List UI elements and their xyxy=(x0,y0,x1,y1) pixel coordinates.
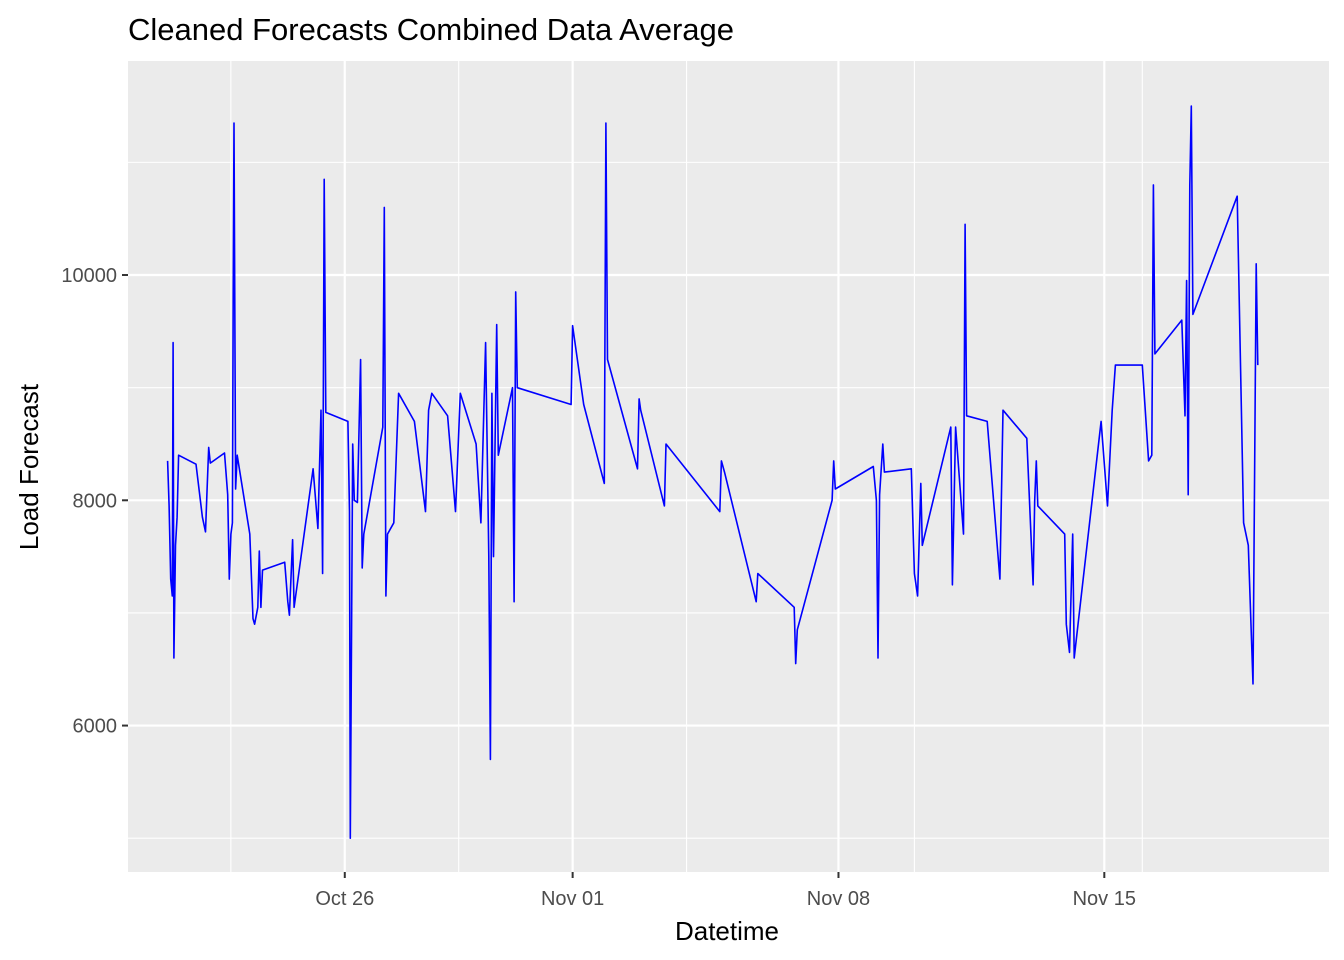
y-tick-label: 8000 xyxy=(73,490,118,512)
minor-gridlines xyxy=(128,61,1329,872)
series-layer xyxy=(166,105,1259,840)
y-axis-title: Load Forecast xyxy=(14,383,44,550)
y-tick-label: 6000 xyxy=(73,716,118,738)
x-tick-label: Nov 15 xyxy=(1073,888,1136,910)
y-tick-label: 10000 xyxy=(61,265,117,287)
series-line xyxy=(166,105,1259,840)
chart-title: Cleaned Forecasts Combined Data Average xyxy=(128,12,734,47)
x-tick-label: Nov 08 xyxy=(807,888,870,910)
x-axis-title: Datetime xyxy=(675,916,779,946)
x-tick-label: Oct 26 xyxy=(315,888,374,910)
plot-panel xyxy=(128,61,1329,872)
x-tick-label: Nov 01 xyxy=(541,888,604,910)
axis-ticks: 6000 8000 10000 Oct 26 Nov 01 Nov 08 Nov 15 xyxy=(61,265,1136,910)
major-gridlines xyxy=(128,61,1329,872)
